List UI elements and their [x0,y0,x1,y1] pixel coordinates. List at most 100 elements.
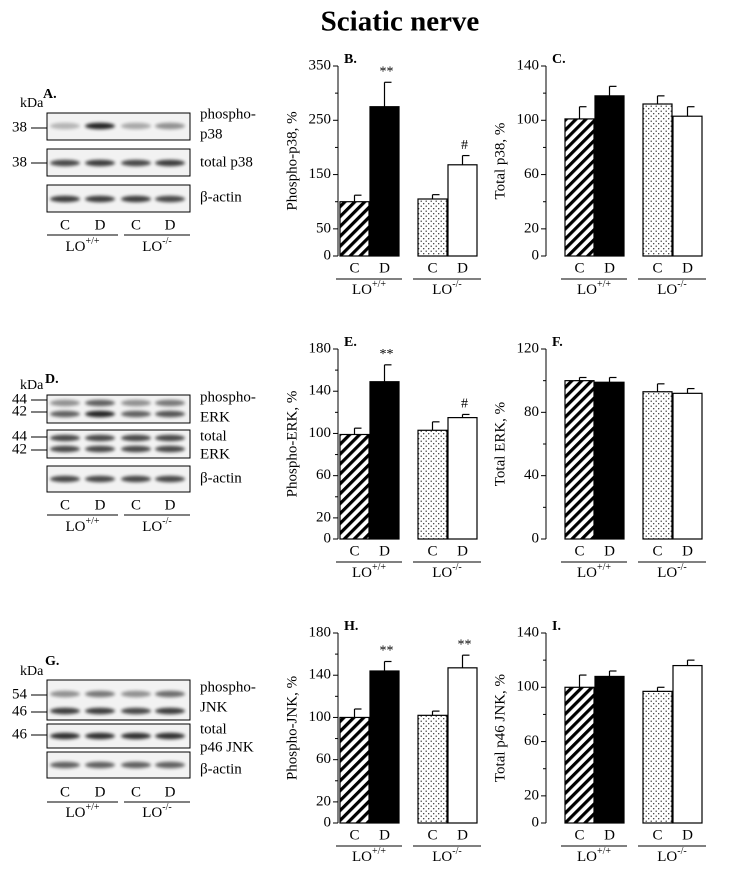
band [85,445,115,453]
y-tick-label: 150 [309,166,332,182]
y-tick-label: 100 [309,425,332,441]
x-tick-label: C [652,260,662,276]
bar [642,391,673,540]
x-tick-label: D [379,827,390,843]
band [121,707,151,715]
group-sup: +/+ [597,846,611,857]
group-name: LO [657,565,677,581]
lane-label: D [165,497,176,513]
lane-label: D [95,497,106,513]
y-tick-label: 0 [324,530,332,546]
group-label: LO+/+ [352,846,386,865]
band [50,434,80,442]
band [155,159,185,167]
panel-label: I. [552,619,561,634]
unit-label: kDa [20,96,44,111]
lane-label: C [131,217,141,233]
blot-label: β-actin [200,761,242,777]
y-tick-label: 250 [309,112,332,128]
y-tick-label: 140 [517,624,540,640]
bar [447,667,478,824]
bar [564,380,595,540]
band [85,707,115,715]
panel-label: B. [344,52,357,67]
bar [417,714,448,824]
blot-frame [46,394,191,424]
band [155,445,185,453]
lane-label: C [60,784,70,800]
y-tick-label: 50 [316,220,331,236]
marker-label: 54 [12,686,28,702]
x-tick-label: D [604,827,615,843]
x-tick-label: D [457,827,468,843]
band [155,475,185,483]
bar [339,433,370,540]
y-axis-label: Phospho-JNK, % [284,676,300,780]
bar [339,716,370,824]
x-tick-label: C [574,260,584,276]
band [50,410,80,418]
y-tick-label: 350 [309,57,332,73]
group-name: LO [65,805,85,821]
x-tick-label: D [682,543,693,559]
blot-label: ERK [200,446,230,462]
group-sup: +/+ [597,562,611,573]
band [121,732,151,740]
band [50,195,80,203]
bar [369,670,400,824]
blot-label: total p38 [200,154,253,170]
band [121,690,151,698]
x-tick-label: D [682,827,693,843]
y-axis-label: Total p46 JNK, % [492,674,508,782]
y-tick-label: 100 [309,709,332,725]
panel-label: H. [344,619,358,634]
group-name: LO [142,519,162,535]
panel-label: G. [45,654,59,669]
group-label: LO+/+ [65,802,99,821]
y-axis-label: Total p38, % [492,123,508,200]
group-label: LO-/- [432,846,461,865]
lane-label: D [95,217,106,233]
band [121,761,151,769]
band [121,410,151,418]
group-sup: -/- [452,846,461,857]
band [50,690,80,698]
y-tick-label: 0 [324,247,332,263]
band [85,195,115,203]
group-label: LO-/- [657,562,686,581]
bar [594,95,625,257]
lane-label: D [165,217,176,233]
y-tick-label: 0 [532,814,540,830]
group-label: LO-/- [142,236,171,255]
group-name: LO [577,282,597,298]
y-tick-label: 60 [524,166,539,182]
group-name: LO [65,239,85,255]
y-tick-label: 60 [316,751,331,767]
x-tick-label: C [574,827,584,843]
x-tick-label: D [379,543,390,559]
group-name: LO [577,565,597,581]
y-tick-label: 60 [524,733,539,749]
y-tick-label: 0 [532,247,540,263]
group-sup: -/- [162,516,171,527]
y-tick-label: 20 [316,793,331,809]
bar [339,201,370,257]
y-tick-label: 20 [316,509,331,525]
bar [672,664,703,824]
y-tick-label: 0 [324,814,332,830]
blot-label: p38 [200,126,223,142]
lane-label: C [60,217,70,233]
group-label: LO+/+ [352,562,386,581]
significance-label: ** [380,65,394,80]
x-tick-label: C [349,260,359,276]
group-sup: +/+ [372,846,386,857]
panel-label: E. [344,335,357,350]
y-axis-label: Phospho-ERK, % [284,391,300,498]
y-tick-label: 100 [517,112,540,128]
group-sup: -/- [162,236,171,247]
bar [594,381,625,540]
x-tick-label: C [652,543,662,559]
group-name: LO [142,805,162,821]
group-label: LO+/+ [577,279,611,298]
lane-label: D [165,784,176,800]
